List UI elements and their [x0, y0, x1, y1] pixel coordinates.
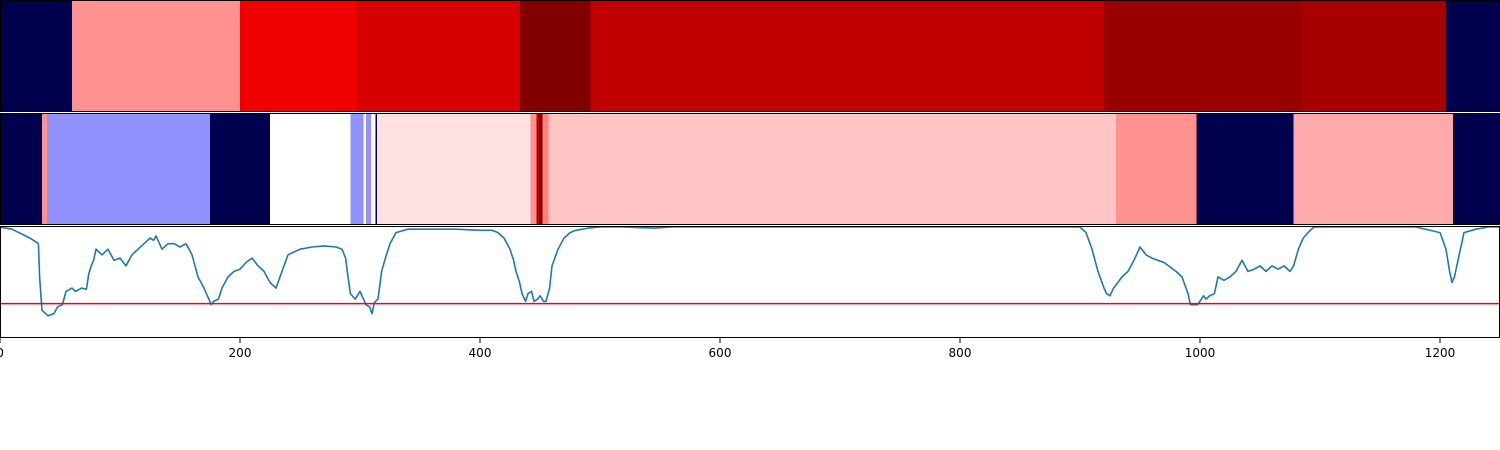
middle-segment-track-segment-10 — [376, 113, 531, 225]
middle-segment-track-segment-5 — [350, 113, 364, 225]
middle-segment-track-segment-15 — [548, 113, 1116, 225]
x-tick-label: 1000 — [1185, 346, 1216, 360]
top-segment-track-segment-6 — [1104, 0, 1302, 112]
middle-segment-track-segment-2 — [46, 113, 210, 225]
middle-segment-track-segment-11 — [530, 113, 537, 225]
top-segment-track — [0, 0, 1500, 112]
top-segment-track-segment-2 — [240, 0, 358, 112]
middle-segment-track-segment-0 — [0, 113, 42, 225]
top-segment-track-segment-8 — [1446, 0, 1500, 112]
middle-segment-track-segment-17 — [1196, 113, 1294, 225]
middle-segment-track-segment-7 — [366, 113, 371, 225]
x-tick-label: 200 — [229, 346, 252, 360]
middle-segment-track-segment-14 — [542, 113, 549, 225]
x-tick-label: 600 — [709, 346, 732, 360]
x-tick-label: 0 — [0, 346, 4, 360]
middle-segment-track-segment-6 — [363, 113, 366, 225]
middle-segment-track-segment-4 — [270, 113, 351, 225]
middle-segment-track-segment-9 — [375, 113, 377, 225]
top-segment-track-segment-3 — [357, 0, 520, 112]
middle-segment-track-segment-3 — [210, 113, 270, 225]
middle-segment-track-segment-12 — [536, 113, 539, 225]
middle-segment-track-segment-16 — [1116, 113, 1197, 225]
x-tick-label: 400 — [469, 346, 492, 360]
x-tick-label: 800 — [949, 346, 972, 360]
middle-segment-track — [0, 113, 1500, 225]
top-segment-track-segment-4 — [519, 0, 591, 112]
signal-line — [0, 226, 1500, 317]
top-segment-track-segment-7 — [1302, 0, 1446, 112]
top-segment-track-segment-0 — [0, 0, 72, 112]
top-segment-track-segment-5 — [590, 0, 1104, 112]
middle-segment-track-segment-13 — [538, 113, 543, 225]
x-tick-label: 1200 — [1425, 346, 1456, 360]
top-segment-track-segment-1 — [72, 0, 240, 112]
middle-segment-track-segment-8 — [370, 113, 376, 225]
signal-line-panel — [0, 226, 1500, 317]
middle-segment-track-segment-19 — [1453, 113, 1500, 225]
middle-segment-track-segment-1 — [42, 113, 47, 225]
middle-segment-track-segment-18 — [1293, 113, 1454, 225]
